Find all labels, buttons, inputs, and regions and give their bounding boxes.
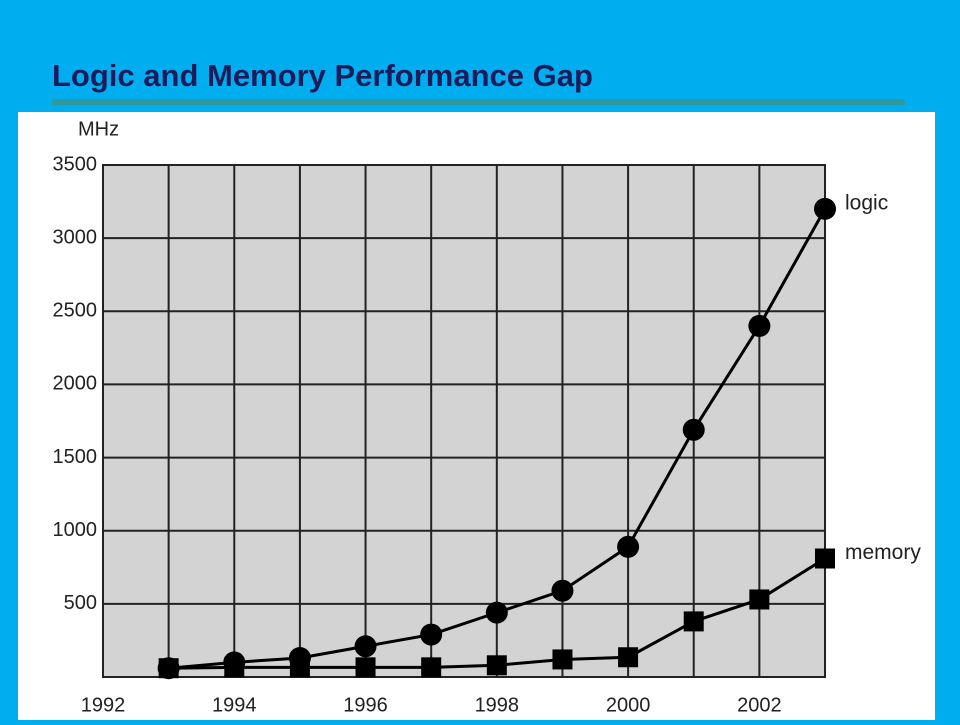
y-tick-label: 500: [64, 592, 97, 614]
marker: [551, 579, 574, 602]
y-tick-label: 2500: [53, 300, 98, 322]
title-underline: [52, 99, 905, 105]
marker: [618, 647, 639, 668]
y-tick-label: 3500: [53, 153, 98, 175]
marker: [354, 635, 377, 658]
marker: [815, 548, 835, 569]
legend-label: logic: [845, 191, 888, 214]
marker: [421, 657, 442, 678]
x-tick-label: 1996: [343, 694, 388, 716]
y-tick-label: 1500: [53, 446, 98, 468]
marker: [420, 623, 443, 646]
x-tick-label: 1994: [212, 694, 257, 716]
slide-title: Logic and Memory Performance Gap: [52, 58, 593, 93]
legend-label: memory: [845, 541, 921, 564]
marker: [814, 197, 836, 220]
y-tick-label: 1000: [53, 519, 98, 541]
marker: [485, 601, 508, 624]
y-axis-label: MHz: [78, 118, 119, 140]
plot-area: [102, 164, 826, 678]
marker: [289, 657, 310, 678]
marker: [224, 657, 245, 678]
x-tick-label: 1992: [81, 694, 126, 716]
marker: [158, 658, 179, 679]
marker: [682, 418, 705, 441]
x-tick-label: 2002: [737, 694, 782, 716]
marker: [355, 657, 376, 678]
marker: [552, 649, 573, 670]
y-tick-label: 2000: [53, 373, 98, 395]
x-tick-label: 2000: [606, 694, 651, 716]
x-tick-label: 1998: [475, 694, 520, 716]
marker: [749, 589, 770, 610]
marker: [486, 655, 507, 676]
marker: [617, 535, 640, 558]
y-tick-label: 3000: [53, 226, 98, 248]
marker: [683, 611, 704, 632]
marker: [748, 314, 771, 337]
